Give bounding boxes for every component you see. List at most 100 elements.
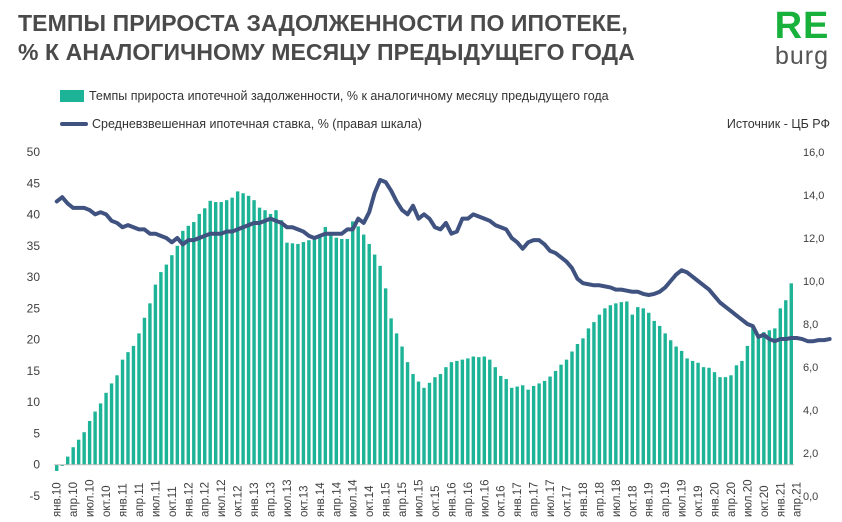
bar: [71, 447, 75, 465]
bar: [427, 382, 432, 465]
bar: [559, 364, 563, 465]
bar: [263, 210, 267, 465]
bar: [625, 301, 629, 465]
bar: [153, 284, 158, 465]
x-tick-label: янв.16: [446, 482, 458, 517]
right-tick-label: 2,0: [803, 448, 818, 460]
bar: [789, 283, 793, 465]
bar: [312, 237, 317, 465]
x-tick-label: окт.11: [167, 486, 179, 517]
bar: [416, 381, 421, 465]
bar: [362, 234, 366, 465]
left-tick-label: 15: [27, 364, 41, 378]
x-tick-label: июл.17: [545, 480, 557, 518]
bar: [712, 372, 717, 465]
x-tick-label: янв.19: [644, 482, 656, 517]
bar: [515, 386, 519, 465]
bar: [383, 288, 388, 465]
right-tick-label: 12,0: [803, 233, 824, 245]
left-tick-label: 40: [27, 208, 41, 222]
right-tick-label: 4,0: [803, 405, 818, 417]
bar: [186, 225, 190, 465]
bar: [668, 340, 673, 465]
left-tick-label: 0: [33, 458, 40, 472]
x-tick-label: окт.18: [627, 485, 639, 517]
bar: [76, 439, 81, 465]
bar: [411, 374, 415, 465]
bar: [400, 346, 404, 465]
x-tick-label: янв.20: [710, 482, 722, 517]
bar: [120, 359, 125, 465]
x-axis: янв.10 апр.10 июл.10 окт.10 янв.11 апр.11 июл.…: [52, 464, 804, 518]
x-tick-label: апр.13: [266, 482, 278, 517]
left-tick-label: 35: [27, 239, 41, 253]
bar: [235, 191, 240, 465]
bar: [318, 234, 322, 465]
bar: [701, 367, 706, 465]
bar: [762, 332, 766, 465]
bar: [252, 200, 256, 465]
x-tick-label: апр.15: [397, 482, 409, 517]
left-tick-label: -5: [29, 489, 40, 503]
bar: [197, 213, 201, 465]
bar: [257, 207, 262, 465]
x-tick-label: июл.16: [479, 480, 491, 517]
bar: [394, 333, 399, 465]
bar: [685, 358, 689, 465]
chart-title-line2: % К АНАЛОГИЧНОМУ МЕСЯЦУ ПРЕДЫДУЩЕГО ГОДА: [18, 39, 635, 65]
bar: [449, 362, 454, 465]
bar: [60, 464, 64, 466]
bar: [334, 237, 338, 465]
bar: [422, 387, 426, 465]
bar: [192, 222, 196, 465]
bar: [98, 403, 103, 465]
bar: [181, 230, 185, 465]
bar: [268, 213, 273, 465]
legend-swatch-bars: [60, 90, 84, 102]
left-tick-label: 50: [27, 145, 41, 159]
bar: [378, 265, 382, 465]
x-tick-label: июл.14: [348, 479, 360, 517]
bar: [537, 383, 541, 465]
bar: [351, 221, 355, 465]
legend-label-line: Средневзвешенная ипотечная ставка, % (пр…: [92, 117, 422, 131]
bar: [241, 193, 245, 465]
x-tick-label: апр.19: [660, 482, 672, 517]
bar: [504, 379, 508, 465]
bar: [329, 232, 333, 465]
right-tick-label: 14,0: [803, 190, 824, 202]
bar: [778, 308, 782, 465]
legend-item-bars: Темпы прироста ипотечной задолженности, …: [60, 89, 609, 103]
left-tick-label: 45: [27, 176, 41, 190]
bar: [214, 202, 218, 465]
bar: [175, 245, 180, 465]
bar: [488, 359, 492, 465]
bar: [647, 312, 651, 465]
legend-label-bars: Темпы прироста ипотечной задолженности, …: [89, 89, 609, 103]
rate-line: [54, 177, 832, 344]
left-tick-label: 25: [27, 301, 41, 315]
bar: [279, 220, 284, 465]
bar: [597, 314, 602, 465]
bar: [466, 358, 470, 465]
x-tick-label: янв.14: [315, 482, 327, 517]
right-tick-label: 16,0: [803, 147, 824, 159]
bar: [345, 238, 349, 465]
x-tick-label: апр.14: [331, 481, 343, 517]
x-tick-label: июл.11: [150, 480, 162, 517]
x-tick-label: июл.12: [216, 480, 228, 518]
bar: [767, 330, 772, 465]
bar: [614, 303, 618, 465]
bar: [301, 242, 306, 465]
bar: [55, 464, 59, 471]
bar: [438, 374, 443, 465]
bar: [208, 200, 212, 465]
bar: [592, 322, 596, 465]
bar: [499, 375, 503, 465]
bar: [230, 197, 234, 465]
bar: [219, 202, 223, 465]
bar: [340, 238, 344, 465]
bar: [290, 243, 295, 465]
right-tick-label: 8,0: [803, 319, 818, 331]
